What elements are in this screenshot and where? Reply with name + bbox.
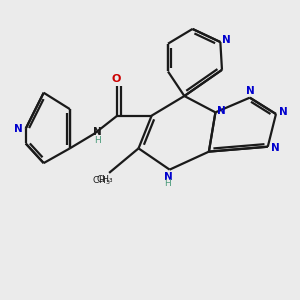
Text: N: N <box>246 86 255 96</box>
Text: N: N <box>217 106 226 116</box>
Text: H: H <box>165 179 171 188</box>
Text: O: O <box>112 74 121 84</box>
Text: N: N <box>271 143 279 153</box>
Text: N: N <box>279 107 287 117</box>
Text: H: H <box>94 136 101 145</box>
Text: N: N <box>14 124 23 134</box>
Text: N: N <box>93 127 102 137</box>
Text: CH$_3$: CH$_3$ <box>92 175 110 187</box>
Text: CH₃: CH₃ <box>97 175 113 184</box>
Text: N: N <box>222 35 231 45</box>
Text: N: N <box>164 172 172 182</box>
